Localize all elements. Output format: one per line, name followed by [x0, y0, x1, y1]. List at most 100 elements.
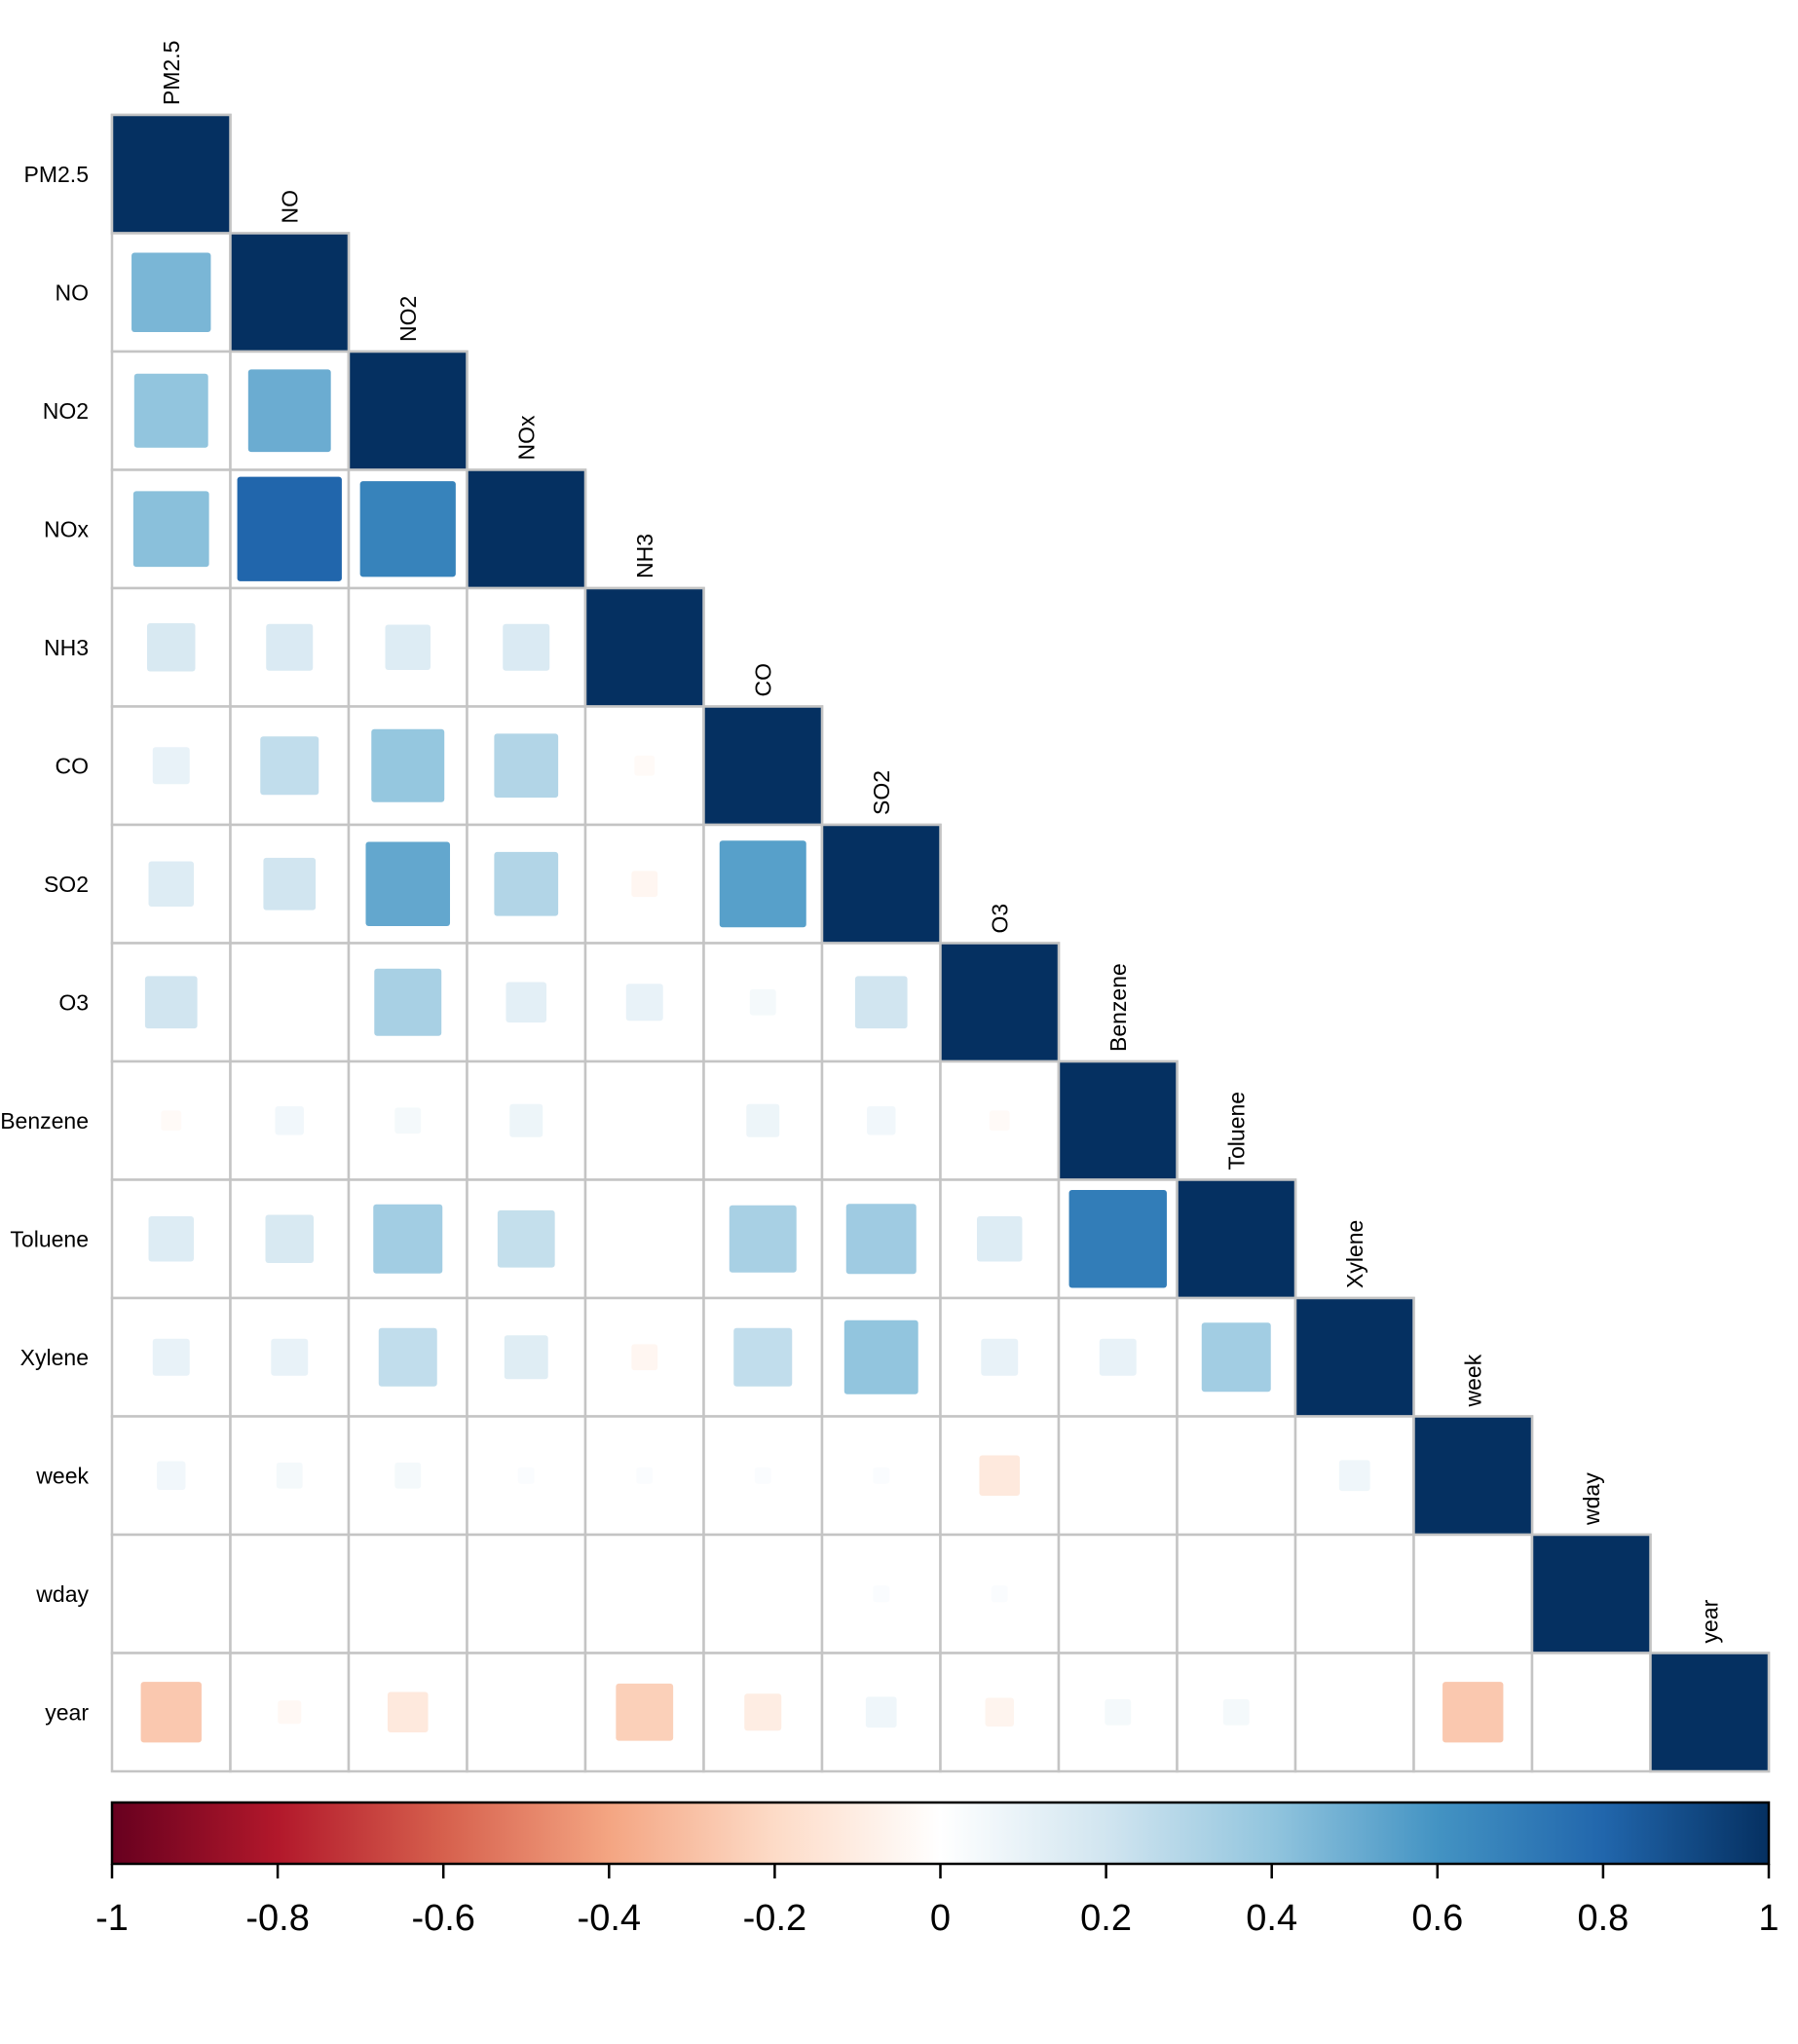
- cell-benzene-o3: [939, 1059, 1061, 1181]
- correlation-square: [746, 1103, 780, 1137]
- column-label-o3: O3: [987, 904, 1012, 934]
- correlation-square: [1057, 1059, 1179, 1181]
- cell-border: [1293, 1533, 1415, 1654]
- cell-xylene-nox: [466, 1296, 587, 1418]
- cell-year-xylene: [1293, 1652, 1415, 1773]
- row-label-nh3: NH3: [44, 635, 89, 660]
- cell-nox-no: [229, 468, 351, 590]
- cell-o3-o3: [939, 942, 1061, 1063]
- correlation-square: [237, 476, 342, 581]
- correlation-square: [845, 1204, 917, 1275]
- colorbar-tick-label: -1: [95, 1898, 129, 1939]
- cell-year-wday: [1530, 1652, 1652, 1773]
- cell-nh3-no: [229, 586, 351, 708]
- cell-o3-pm2-5: [110, 942, 232, 1063]
- correlation-square: [265, 1214, 314, 1263]
- correlation-square: [387, 1691, 429, 1733]
- cell-year-benzene: [1057, 1652, 1179, 1773]
- row-labels: PM2.5 NO NO2 NOx NH3 CO SO2 O3 Benzene Toluene Xyl…: [0, 162, 89, 1726]
- cell-toluene-benzene: [1057, 1178, 1179, 1300]
- correlation-square: [1201, 1322, 1271, 1393]
- cell-year-pm2-5: [110, 1652, 232, 1773]
- correlation-square: [266, 623, 314, 671]
- correlation-square: [1338, 1460, 1370, 1492]
- correlation-square: [1105, 1698, 1132, 1726]
- correlation-square: [939, 942, 1061, 1063]
- cell-border: [466, 1533, 587, 1654]
- cell-nh3-pm2-5: [110, 586, 232, 708]
- column-label-so2: SO2: [869, 770, 894, 815]
- cell-border: [347, 1533, 468, 1654]
- cell-benzene-benzene: [1057, 1059, 1179, 1181]
- cell-border: [702, 1533, 824, 1654]
- cell-so2-nh3: [583, 823, 705, 945]
- cell-toluene-no: [229, 1178, 351, 1300]
- correlation-square: [276, 1462, 303, 1489]
- row-label-no2: NO2: [43, 398, 89, 424]
- column-label-toluene: Toluene: [1223, 1092, 1249, 1171]
- cell-border: [110, 823, 232, 945]
- cell-year-nh3: [583, 1652, 705, 1773]
- correlation-square: [733, 1327, 793, 1387]
- cell-toluene-o3: [939, 1178, 1061, 1300]
- cell-nh3-nh3: [583, 586, 705, 708]
- cell-wday-pm2-5: [110, 1533, 232, 1654]
- cell-co-nh3: [583, 705, 705, 827]
- row-label-co: CO: [56, 753, 90, 778]
- cell-wday-so2: [820, 1533, 942, 1654]
- cell-xylene-nh3: [583, 1296, 705, 1418]
- correlation-square: [503, 623, 550, 671]
- cell-week-xylene: [1293, 1415, 1415, 1537]
- row-label-no: NO: [56, 279, 90, 305]
- cell-no2-no: [229, 350, 351, 471]
- cell-wday-nh3: [583, 1533, 705, 1654]
- row-label-nox: NOx: [44, 516, 90, 541]
- colorbar-tick-label: -0.2: [743, 1898, 806, 1939]
- cell-no2-no2: [347, 350, 468, 471]
- cell-o3-nh3: [583, 942, 705, 1063]
- correlation-square: [278, 1700, 302, 1725]
- colorbar-tick-label: -0.6: [411, 1898, 474, 1939]
- cell-xylene-xylene: [1293, 1296, 1415, 1418]
- cell-benzene-pm2-5: [110, 1059, 232, 1181]
- correlation-square: [263, 857, 317, 911]
- cell-week-toluene: [1176, 1415, 1297, 1537]
- colorbar: -1 -0.8 -0.6 -0.4 -0.2 0 0.2 0.4 0.6 0.8 1: [95, 1801, 1779, 1939]
- correlation-square: [140, 1682, 202, 1743]
- cell-border: [1057, 1533, 1179, 1654]
- correlation-square: [636, 1467, 654, 1484]
- correlation-square: [977, 1216, 1023, 1262]
- cell-year-toluene: [1176, 1652, 1297, 1773]
- cell-border: [229, 1533, 351, 1654]
- correlation-square: [494, 851, 559, 916]
- column-label-nox: NOx: [513, 415, 539, 461]
- cell-week-nh3: [583, 1415, 705, 1537]
- correlation-square: [365, 841, 451, 927]
- correlation-square: [275, 1106, 304, 1135]
- cell-xylene-pm2-5: [110, 1296, 232, 1418]
- cell-week-o3: [939, 1415, 1061, 1537]
- cell-week-no: [229, 1415, 351, 1537]
- correlation-square: [131, 252, 211, 332]
- cell-border: [466, 586, 587, 708]
- cell-week-co: [702, 1415, 824, 1537]
- correlation-square: [378, 1327, 437, 1387]
- correlation-square: [497, 1209, 555, 1268]
- cell-border: [1176, 1533, 1297, 1654]
- correlation-square: [152, 1338, 190, 1376]
- column-label-xylene: Xylene: [1342, 1220, 1367, 1288]
- cell-border: [583, 1059, 705, 1181]
- correlation-square: [506, 982, 547, 1023]
- colorbar-tick-label: 0.6: [1411, 1898, 1463, 1939]
- correlation-square: [157, 1461, 186, 1490]
- column-label-wday: wday: [1579, 1472, 1604, 1526]
- column-labels: PM2.5 NO NO2 NOx NH3 CO SO2 O3 Benzene Toluene Xyl…: [159, 41, 1723, 1644]
- cell-xylene-toluene: [1176, 1296, 1297, 1418]
- cell-so2-co: [702, 823, 824, 945]
- correlation-square: [1649, 1652, 1771, 1773]
- cell-week-pm2-5: [110, 1415, 232, 1537]
- cell-so2-pm2-5: [110, 823, 232, 945]
- cell-wday-week: [1412, 1533, 1534, 1654]
- cell-border: [1530, 1652, 1652, 1773]
